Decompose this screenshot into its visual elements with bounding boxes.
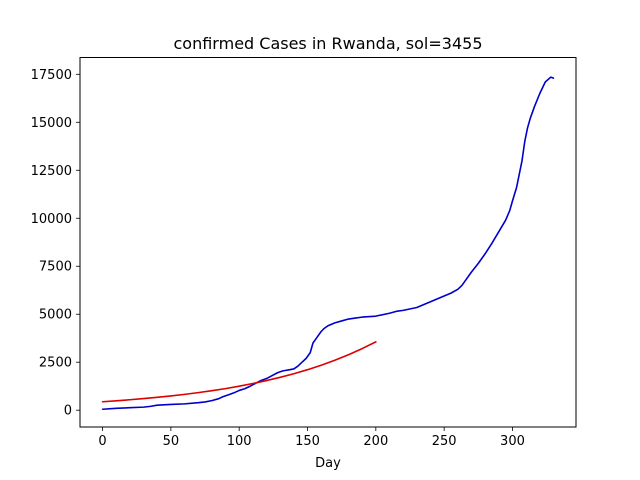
y-tick-label: 10000 — [31, 212, 72, 227]
x-tick-label: 200 — [363, 434, 388, 449]
y-tick-label: 7500 — [39, 260, 72, 275]
y-tick-label: 0 — [64, 404, 72, 419]
series-line-1 — [101, 76, 555, 411]
x-axis: 0 50 100 150 200 250 300 — [98, 427, 525, 449]
x-tick-label: 0 — [98, 434, 106, 449]
chart-title: confirmed Cases in Rwanda, sol=3455 — [174, 34, 483, 53]
x-tick-label: 50 — [163, 434, 180, 449]
x-tick-label: 150 — [295, 434, 320, 449]
series-layer — [101, 76, 555, 411]
y-tick-label: 2500 — [39, 356, 72, 371]
y-tick-label: 5000 — [39, 308, 72, 323]
y-tick-label: 15000 — [31, 116, 72, 131]
series-line-2 — [101, 341, 377, 403]
y-axis: 0 2500 5000 7500 10000 12500 15000 17500 — [31, 68, 80, 419]
x-tick-label: 250 — [432, 434, 457, 449]
x-tick-label: 100 — [227, 434, 252, 449]
plot-frame — [79, 57, 577, 428]
x-axis-label: Day — [315, 456, 341, 471]
x-tick-label: 300 — [500, 434, 525, 449]
y-tick-label: 17500 — [31, 68, 72, 83]
y-tick-label: 12500 — [31, 164, 72, 179]
